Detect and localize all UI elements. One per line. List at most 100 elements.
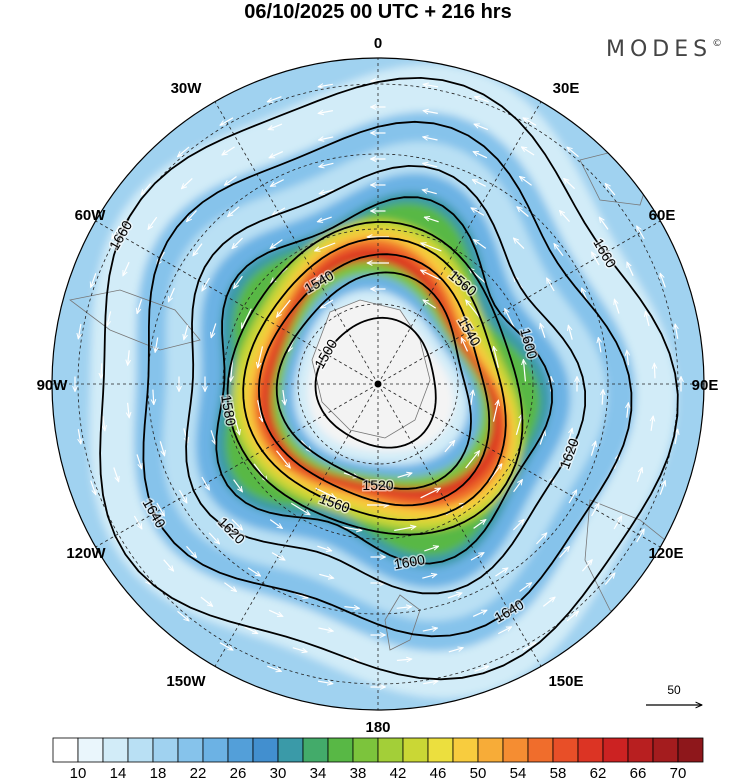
colorbar-swatch [277,737,304,763]
wind-arrow [344,607,359,609]
wind-arrow [492,400,499,422]
wind-arrow [219,642,233,651]
wind-arrow [317,681,333,684]
colorbar-swatch [477,737,504,763]
wind-arrow [473,151,488,159]
colorbar-tick-label: 34 [310,765,327,782]
wind-arrow [448,648,463,653]
wind-arrow [318,628,334,631]
wind-arrow [91,273,97,287]
map-disk: 1500152015401540156015601580160016001620… [52,58,704,710]
wind-arrow [590,441,595,456]
wind-arrow [163,559,174,571]
wind-arrow [636,529,645,543]
meridian-line [214,383,379,667]
colorbar-swatch [152,737,179,763]
wind-arrow [519,583,532,592]
wind-arrow [113,467,119,482]
wind-arrow [78,323,81,339]
height-contour [142,120,633,638]
wind-arrow [186,545,197,557]
wind-arrow [472,179,486,187]
height-contour [215,196,553,565]
wind-arrow [319,137,334,140]
wind-arrow [651,416,653,431]
colorbar-swatch [352,737,379,763]
colorbar-swatch [577,737,604,763]
longitude-label: 120W [66,545,106,562]
longitude-label: 120E [648,545,683,562]
height-contour [185,164,586,595]
wind-arrow [421,269,441,281]
colorbar-tick-label: 62 [590,765,607,782]
wind-arrow [394,527,416,532]
wind-arrow [319,573,333,578]
colorbar-swatch [652,737,679,763]
wind-arrow [340,525,362,531]
wind-arrow [523,360,525,382]
map-border [51,57,705,711]
wind-arrow [465,451,480,469]
colorbar: 10 14 18 22 26 30 34 38 42 46 50 54 58 62 66 70 [52,737,704,782]
colorbar-tick-label: 42 [390,765,407,782]
wind-arrow [513,238,525,250]
longitude-label: 60E [649,207,676,224]
wind-arrow [473,520,486,529]
wind-arrow [540,323,546,338]
wind-arrow [276,450,291,468]
wind-arrow [269,151,284,159]
wind-arrow [598,338,601,353]
colorbar-swatch [402,737,429,763]
wind-arrow [178,146,190,157]
wind-arrow [423,300,437,309]
wind-arrow [604,573,615,585]
wind-arrow [319,189,334,194]
wind-arrow [599,217,609,230]
wind-arrow [107,311,112,326]
wind-arrow [471,208,485,216]
wind-arrow [602,390,603,405]
colorbar-swatch [227,737,254,763]
longitude-label: 0 [374,35,382,52]
wind-arrow [133,515,142,529]
contour-label: 1520 [362,477,393,493]
wind-arrow [554,244,564,257]
wind-arrow [320,299,334,308]
wind-arrow [141,183,152,196]
longitude-label: 30E [553,80,580,97]
colorbar-swatch [452,737,479,763]
wind-arrow [224,176,237,186]
wind-arrow [315,487,336,499]
wind-arrow [202,277,210,291]
colorbar-swatch [377,737,404,763]
wind-arrow [675,324,678,339]
wind-arrow [613,516,622,530]
wind-arrow [494,346,499,368]
wind-arrow [654,363,655,379]
wind-arrow [660,273,666,288]
wind-arrow [626,262,634,277]
wind-arrow [224,582,236,592]
wind-arrow [423,163,438,168]
wind-arrow [211,323,217,337]
wind-arrow [184,325,189,339]
wind-arrow [233,413,240,435]
wind-arrow [231,518,243,530]
meridian-line [377,383,661,548]
colorbar-swatch [552,737,579,763]
wind-arrow [488,464,502,482]
colorbar-tick-label: 10 [70,765,87,782]
height-contour [242,237,507,521]
colorbar-swatch [527,737,554,763]
wind-arrow [201,476,210,490]
wind-arrow [421,243,442,252]
wind-arrow [122,261,130,276]
wind-arrow [317,216,332,222]
colorbar-tick-label: 30 [270,765,287,782]
wind-arrow [257,400,263,421]
wind-arrow [318,111,334,114]
wind-reference: 50 [646,683,702,705]
wind-arrow [270,239,283,249]
wind-arrow [268,123,283,130]
wind-arrow [423,137,438,140]
